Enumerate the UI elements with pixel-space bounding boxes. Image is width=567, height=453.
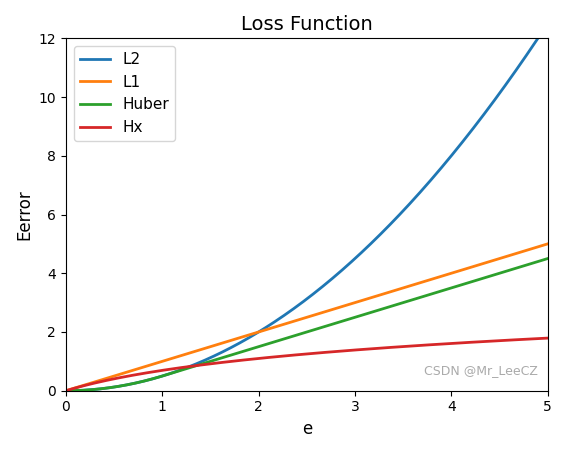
Text: CSDN @Mr_LeeCZ: CSDN @Mr_LeeCZ	[424, 364, 538, 376]
Hx	[544, 335, 551, 341]
L1	[62, 388, 69, 394]
L1	[349, 301, 356, 306]
L2	[532, 39, 539, 44]
Huber	[62, 388, 69, 394]
Huber	[458, 282, 464, 288]
L2	[62, 388, 69, 394]
Line: L1: L1	[66, 244, 548, 391]
X-axis label: e: e	[302, 420, 312, 438]
Y-axis label: Eerror: Eerror	[15, 189, 33, 240]
Hx	[323, 350, 330, 355]
L1	[532, 245, 539, 250]
Huber	[294, 332, 301, 337]
L2	[294, 303, 301, 308]
Huber	[532, 260, 539, 265]
L2	[544, 21, 551, 26]
Hx	[349, 347, 356, 353]
L1	[291, 318, 298, 324]
Hx	[294, 352, 301, 357]
L2	[349, 258, 356, 263]
L1	[544, 241, 551, 246]
Huber	[544, 256, 551, 261]
Title: Loss Function: Loss Function	[241, 15, 373, 34]
Line: Huber: Huber	[66, 259, 548, 391]
Huber	[291, 333, 298, 338]
L1	[323, 308, 330, 314]
Huber	[323, 323, 330, 329]
Hx	[62, 388, 69, 394]
Line: L2: L2	[66, 24, 548, 391]
Line: Hx: Hx	[66, 338, 548, 391]
Hx	[291, 352, 298, 358]
Hx	[458, 340, 464, 346]
Huber	[349, 315, 356, 321]
L2	[458, 141, 464, 147]
L2	[323, 280, 330, 286]
Legend: L2, L1, Huber, Hx: L2, L1, Huber, Hx	[74, 46, 175, 141]
Hx	[532, 336, 539, 342]
L2	[291, 305, 298, 311]
L1	[458, 268, 464, 273]
L1	[294, 318, 301, 323]
